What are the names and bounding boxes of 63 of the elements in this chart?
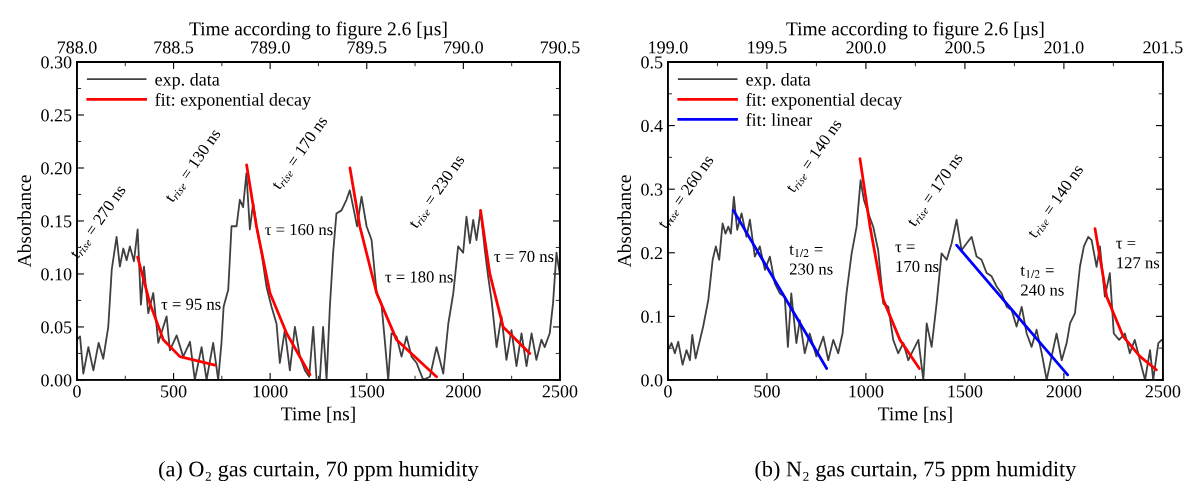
x-tick-label: 2000 bbox=[446, 385, 481, 398]
y-axis-title: Absorbance bbox=[617, 175, 631, 268]
annotation: t$_{rise}$ = 140 ns bbox=[1026, 163, 1086, 241]
x-tick-label: 1500 bbox=[948, 385, 983, 398]
annotation: τ = 127 ns bbox=[1116, 240, 1160, 269]
y-tick-label: 0.3 bbox=[641, 183, 663, 196]
x2-tick-label: 201.5 bbox=[1143, 41, 1183, 54]
x-axis-title: Time [ns] bbox=[281, 406, 355, 423]
x-tick-label: 2000 bbox=[1046, 385, 1082, 398]
x2-tick-label: 789.5 bbox=[347, 41, 387, 54]
y-tick-label: 0.20 bbox=[41, 162, 72, 175]
x2-tick-label: 788.0 bbox=[57, 41, 97, 54]
y-tick-label: 0.4 bbox=[641, 119, 663, 133]
y-tick-label: 0.05 bbox=[41, 321, 72, 334]
x2-axis-title: Time according to figure 2.6 [µs] bbox=[786, 21, 1044, 40]
legend-label: fit: exponential decay bbox=[746, 92, 902, 110]
legend-label: fit: linear bbox=[746, 113, 813, 127]
x-tick-label: 2500 bbox=[1145, 385, 1181, 398]
x-tick-label: 1500 bbox=[350, 385, 385, 398]
y-tick-label: 0.25 bbox=[41, 109, 72, 122]
annotation: τ = 70 ns bbox=[494, 250, 554, 263]
x-tick-label: 0 bbox=[664, 385, 672, 398]
y-tick-label: 0.15 bbox=[41, 215, 72, 228]
x2-tick-label: 789.0 bbox=[251, 41, 290, 54]
legend-label: exp. data bbox=[155, 72, 220, 90]
x2-tick-label: 788.5 bbox=[154, 41, 194, 54]
y-tick-label: 0.0 bbox=[641, 374, 663, 387]
legend-label: exp. data bbox=[746, 72, 811, 90]
annotation: τ = 170 ns bbox=[895, 244, 939, 273]
x2-tick-label: 790.0 bbox=[444, 41, 483, 54]
x2-tick-label: 201.0 bbox=[1044, 41, 1084, 54]
y-tick-label: 0.1 bbox=[641, 310, 662, 323]
x2-axis-title: Time according to figure 2.6 [µs] bbox=[189, 21, 447, 40]
annotation: τ = 180 ns bbox=[385, 271, 453, 283]
x-tick-label: 500 bbox=[754, 385, 780, 398]
x2-tick-label: 200.0 bbox=[846, 41, 886, 54]
x-tick-label: 1000 bbox=[849, 385, 884, 398]
annotation: t$_{rise}$ = 230 ns bbox=[407, 153, 467, 231]
legend-label: fit: exponential decay bbox=[155, 92, 311, 110]
y-tick-label: 0.2 bbox=[641, 247, 663, 260]
x2-tick-label: 199.5 bbox=[748, 41, 787, 54]
text: (b) N₂ gas curtain, 75 ppm humidity bbox=[755, 460, 1077, 482]
x-tick-label: 0 bbox=[73, 385, 81, 398]
annotation: t$_{1/2}$ = 230 ns bbox=[789, 245, 833, 275]
annotation: t$_{rise}$ = 170 ns bbox=[270, 114, 330, 192]
x2-tick-label: 790.5 bbox=[540, 41, 580, 54]
text: (a) O₂ gas curtain, 70 ppm humidity bbox=[159, 460, 479, 482]
y-tick-label: 0.10 bbox=[41, 268, 72, 281]
x-tick-label: 500 bbox=[161, 385, 187, 398]
x2-tick-label: 199.0 bbox=[649, 41, 688, 54]
y-tick-label: 0.30 bbox=[41, 56, 72, 69]
annotation: τ = 160 ns bbox=[265, 223, 333, 236]
x2-tick-label: 200.5 bbox=[945, 41, 985, 54]
y-axis-title: Absorbance bbox=[17, 175, 31, 268]
annotation: t$_{rise}$ = 130 ns bbox=[163, 127, 223, 205]
x-axis-title: Time [ns] bbox=[878, 406, 952, 423]
annotation: τ = 95 ns bbox=[161, 298, 221, 310]
annotation: t$_{1/2}$ = 240 ns bbox=[1020, 266, 1064, 296]
x-tick-label: 2500 bbox=[542, 385, 578, 398]
x-tick-label: 1000 bbox=[253, 385, 288, 398]
annotation: t$_{rise}$ = 170 ns bbox=[905, 151, 965, 229]
y-tick-label: 0.00 bbox=[41, 374, 72, 387]
y-tick-label: 0.5 bbox=[641, 56, 663, 69]
